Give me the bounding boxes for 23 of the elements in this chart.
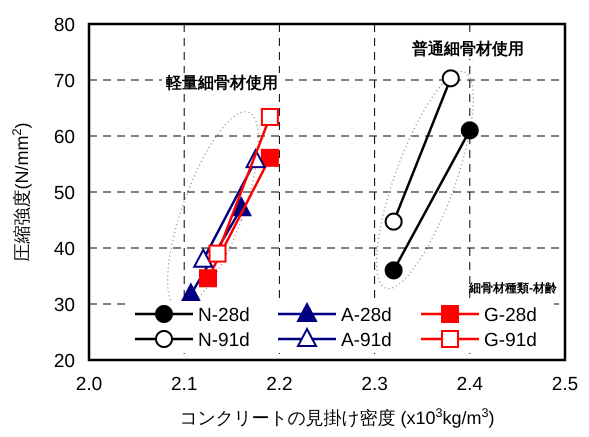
legend-title: 細骨材種類-材齢 bbox=[468, 281, 558, 295]
x-tick-label: 2.4 bbox=[456, 374, 484, 395]
legend-label: N-28d bbox=[198, 305, 250, 326]
annotation: 軽量細骨材使用 bbox=[165, 74, 278, 92]
x-tick-label: 2.2 bbox=[266, 374, 293, 395]
legend-label: G-91d bbox=[484, 330, 537, 351]
x-axis-title: コンクリートの見掛け密度 (x10$^{3}$kg/m$^{3}$) bbox=[179, 406, 495, 428]
x-tick-label: 2.1 bbox=[170, 374, 198, 395]
x-tick-label: 2.3 bbox=[361, 374, 388, 395]
y-tick-label: 20 bbox=[54, 351, 75, 372]
legend-label: A-28d bbox=[341, 305, 392, 326]
y-tick-label: 40 bbox=[54, 239, 75, 260]
y-tick-label: 80 bbox=[54, 15, 75, 36]
y-tick-label: 70 bbox=[54, 71, 75, 92]
annotation: 普通細骨材使用 bbox=[411, 39, 524, 58]
legend-label: A-91d bbox=[341, 330, 392, 351]
y-tick-label: 50 bbox=[54, 183, 75, 204]
y-tick-label: 60 bbox=[54, 127, 75, 148]
legend-label: N-91d bbox=[198, 330, 250, 351]
x-tick-label: 2.5 bbox=[552, 374, 578, 395]
legend-label: G-28d bbox=[484, 305, 537, 326]
y-tick-label: 30 bbox=[54, 295, 75, 316]
x-tick-label: 2.0 bbox=[76, 374, 102, 395]
